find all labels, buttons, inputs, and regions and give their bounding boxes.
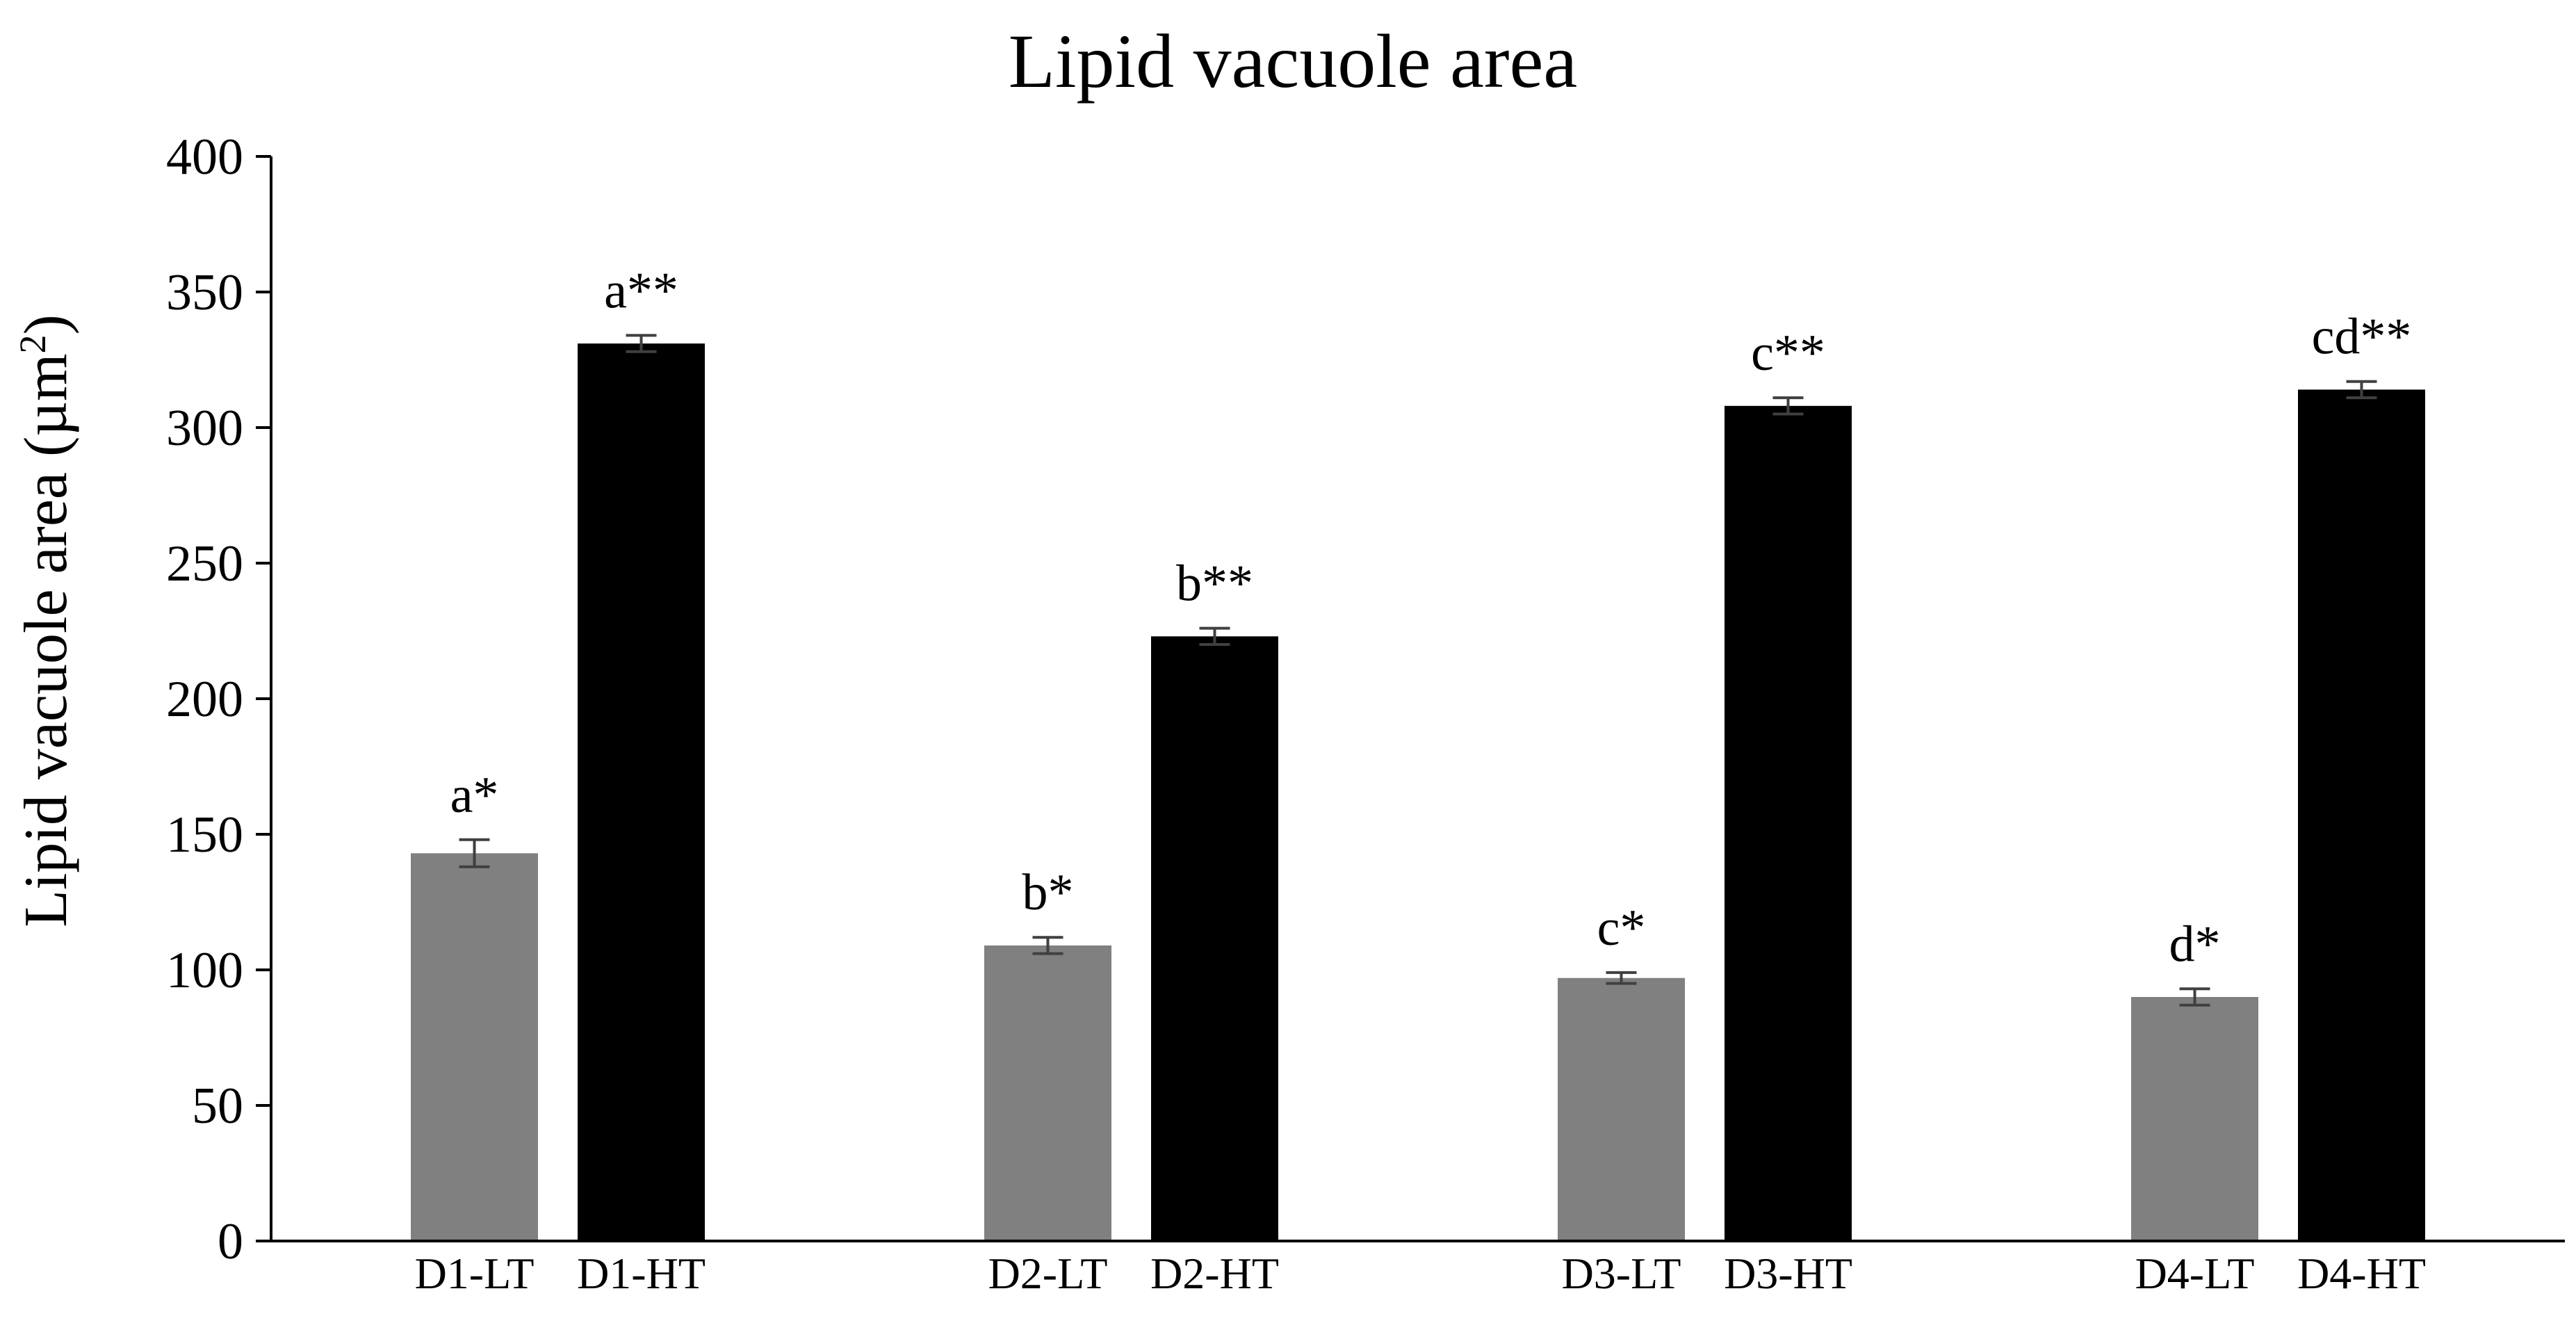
bar [2131,997,2258,1241]
bar [1151,636,1278,1241]
x-tick-label: D2-LT [988,1249,1108,1298]
y-axis-label-tail: ) [13,314,80,334]
x-tick-label: D3-HT [1724,1249,1852,1298]
y-tick-label: 250 [166,535,243,592]
y-tick-label: 300 [166,400,243,457]
y-tick-label: 50 [192,1078,243,1135]
x-tick-label: D1-HT [577,1249,706,1298]
x-tick-label: D1-LT [415,1249,535,1298]
y-axis-label-main: Lipid vacuole area (µm [13,354,80,927]
y-tick-label: 350 [166,264,243,321]
data-label: a** [604,262,678,319]
bars-group: a* a** b* b** c* c** d* cd** [411,262,2425,1242]
y-axis: 0 50 100 150 200 250 300 350 400 [166,129,272,1270]
chart-title: Lipid vacuole area [1009,19,1577,104]
bar [578,343,705,1242]
data-label: c* [1597,900,1646,957]
x-axis: D1-LT D1-HT D2-LT D2-HT D3-LT D3-HT D4-LT D4-HT [271,1240,2565,1298]
y-tick-label: 400 [166,129,243,186]
data-label: cd** [2312,309,2412,366]
y-axis-label-superscript: 2 [12,335,54,354]
bar [411,853,538,1241]
bar [984,945,1111,1241]
bar [2298,389,2425,1241]
data-label: d* [2169,916,2221,973]
bar [1725,405,1852,1241]
data-label: b** [1176,555,1253,613]
y-axis-label: Lipid vacuole area (µm2) [12,314,80,927]
data-label: a* [450,767,499,824]
y-tick-label: 100 [166,942,243,999]
x-tick-label: D2-HT [1150,1249,1279,1298]
y-tick-label: 0 [218,1213,243,1270]
x-tick-label: D4-HT [2297,1249,2426,1298]
y-tick-label: 200 [166,671,243,728]
x-tick-label: D3-LT [1562,1249,1681,1298]
data-label: c** [1751,325,1825,382]
x-tick-label: D4-LT [2135,1249,2255,1298]
y-tick-label: 150 [166,806,243,863]
bar [1558,978,1685,1241]
data-label: b* [1022,864,1074,921]
